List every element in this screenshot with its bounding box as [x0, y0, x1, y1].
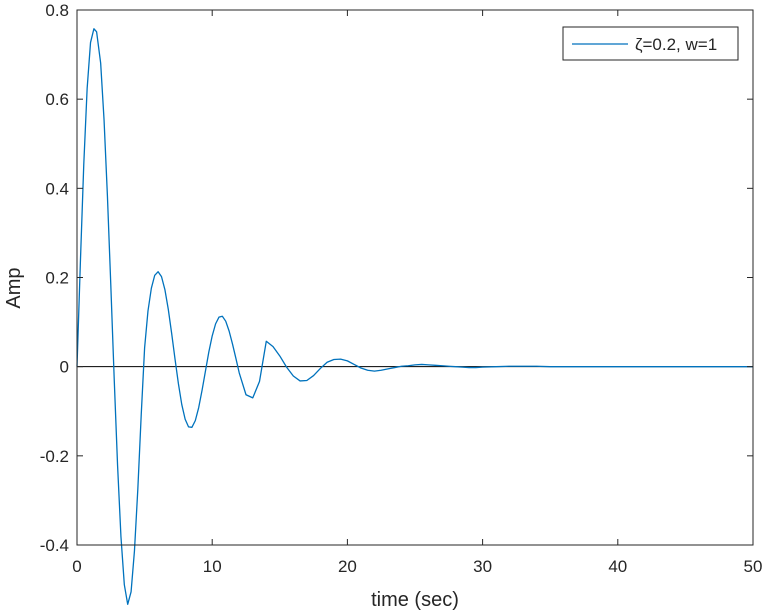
y-tick-label: -0.4 — [40, 536, 69, 555]
x-tick-label: 30 — [473, 557, 492, 576]
y-tick-label: 0 — [60, 358, 69, 377]
x-axis-label: time (sec) — [371, 589, 459, 611]
y-axis-ticks: -0.4 -0.2 0 0.2 0.4 0.6 0.8 — [40, 1, 753, 555]
x-tick-label: 50 — [744, 557, 763, 576]
y-tick-label: -0.2 — [40, 447, 69, 466]
legend-entry-label: ζ=0.2, w=1 — [635, 35, 717, 54]
x-axis-ticks: 0 10 20 30 40 50 — [72, 10, 762, 576]
y-tick-label: 0.8 — [45, 1, 69, 20]
y-tick-label: 0.4 — [45, 179, 69, 198]
y-tick-label: 0.2 — [45, 269, 69, 288]
series-layer — [76, 28, 753, 605]
legend[interactable]: ζ=0.2, w=1 — [562, 26, 739, 61]
x-tick-label: 10 — [203, 557, 222, 576]
series-line-1 — [76, 28, 753, 605]
y-axis-label: Amp — [3, 267, 25, 308]
plot-background — [77, 10, 753, 545]
x-tick-label: 20 — [338, 557, 357, 576]
x-tick-label: 0 — [72, 557, 81, 576]
y-tick-label: 0.6 — [45, 90, 69, 109]
x-tick-label: 40 — [608, 557, 627, 576]
plot-area — [77, 10, 753, 545]
